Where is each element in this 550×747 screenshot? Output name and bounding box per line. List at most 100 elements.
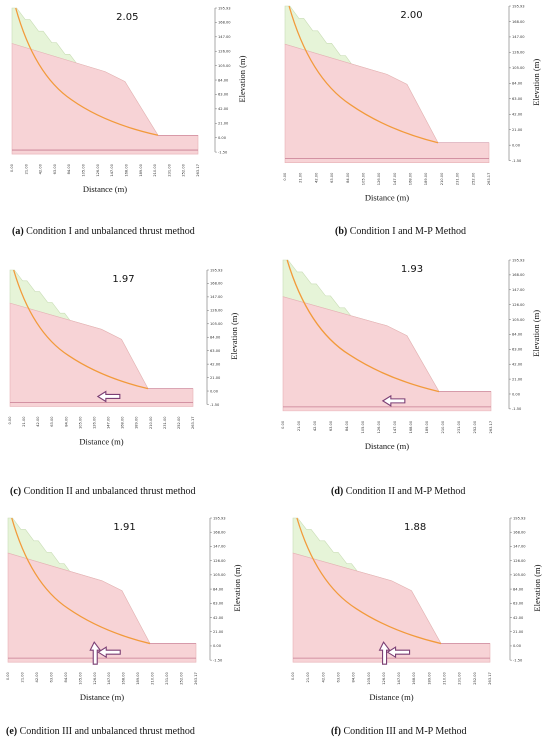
x-axis-title: Distance (m) xyxy=(83,184,127,194)
x-tick-label: 189.00 xyxy=(136,671,140,684)
safety-factor-value: 2.00 xyxy=(400,10,422,21)
x-tick-label: 0.00 xyxy=(6,671,10,680)
x-tick-label: 263.17 xyxy=(487,173,491,186)
x-tick-label: 147.00 xyxy=(110,163,114,176)
x-tick-label: 63.00 xyxy=(330,172,334,183)
x-tick-label: 189.00 xyxy=(139,163,143,176)
x-tick-label: 147.00 xyxy=(107,416,111,429)
safety-factor-value: 1.97 xyxy=(112,274,134,285)
sliding-body xyxy=(11,43,199,155)
x-tick-label: 63.00 xyxy=(49,671,53,682)
panel-b: 2.00 195.93 168.00 147.00 126.00 105.00 84.00 6… xyxy=(275,0,550,247)
x-tick-label: 210.00 xyxy=(149,416,153,429)
y-tick-label: 42.00 xyxy=(218,107,229,111)
y-tick-label: 147.00 xyxy=(513,545,526,549)
critical-slip-surface xyxy=(296,517,442,645)
y-tick-label: 63.00 xyxy=(213,602,224,606)
y-tick-label: 42.00 xyxy=(512,363,523,367)
x-tick-label: 210.00 xyxy=(153,163,157,176)
y-tick-label: 126.00 xyxy=(513,559,526,563)
x-tick-label: 168.00 xyxy=(121,416,125,429)
y-tick-label: 21.00 xyxy=(512,377,523,381)
x-tick-label: 252.00 xyxy=(473,420,477,433)
x-tick-label: 168.00 xyxy=(409,172,413,185)
x-tick-label: 105.00 xyxy=(361,420,365,433)
y-tick-label: -1.50 xyxy=(513,658,523,662)
x-tick-label: 105.00 xyxy=(82,163,86,176)
critical-slip-surface xyxy=(15,7,159,136)
x-axis-title: Distance (m) xyxy=(80,692,124,702)
x-tick-label: 210.00 xyxy=(151,671,155,684)
x-tick-label: 21.00 xyxy=(306,671,310,682)
x-tick-label: 252.00 xyxy=(182,163,186,176)
y-tick-label: 42.00 xyxy=(512,113,523,117)
y-tick-label: 147.00 xyxy=(218,35,231,39)
safety-factor-value: 2.05 xyxy=(116,12,138,23)
sliding-body xyxy=(9,302,194,407)
y-tick-label: 21.00 xyxy=(210,376,221,380)
x-tick-label: 231.00 xyxy=(167,163,171,176)
x-tick-label: 252.00 xyxy=(177,416,181,429)
y-tick-label: 168.00 xyxy=(218,21,231,25)
y-tick-label: 168.00 xyxy=(512,20,525,24)
y-tick-label: -1.50 xyxy=(512,159,522,163)
x-tick-label: 147.00 xyxy=(107,671,111,684)
caption-f: (f) Condition III and M-P Method xyxy=(331,726,467,737)
y-tick-label: 0.00 xyxy=(210,389,219,393)
y-tick-label: 84.00 xyxy=(512,333,523,337)
x-tick-label: 105.00 xyxy=(367,671,371,684)
y-tick-label: 105.00 xyxy=(512,66,525,70)
y-tick-label: 126.00 xyxy=(218,50,231,54)
x-tick-label: 231.00 xyxy=(456,172,460,185)
x-tick-label: 0.00 xyxy=(281,420,285,429)
y-tick-label: 105.00 xyxy=(213,573,226,577)
horizontal-load-arrow xyxy=(97,646,121,659)
y-tick-label: 21.00 xyxy=(513,630,524,634)
x-tick-label: 231.00 xyxy=(458,671,462,684)
y-tick-label: -1.50 xyxy=(210,403,220,407)
x-tick-label: 21.00 xyxy=(299,172,303,183)
x-tick-label: 126.00 xyxy=(382,671,386,684)
x-tick-label: 63.00 xyxy=(50,416,54,427)
y-axis-title: Elevation (m) xyxy=(229,313,239,360)
x-tick-label: 189.00 xyxy=(427,671,431,684)
caption-e: (e) Condition III and unbalanced thrust … xyxy=(6,726,195,737)
y-tick-label: 126.00 xyxy=(210,309,223,313)
y-tick-label: 84.00 xyxy=(513,587,524,591)
y-tick-label: 195.93 xyxy=(218,6,231,10)
y-tick-label: 168.00 xyxy=(210,282,223,286)
x-tick-label: 42.00 xyxy=(39,163,43,174)
x-tick-label: 231.00 xyxy=(163,416,167,429)
x-tick-label: 63.00 xyxy=(336,671,340,682)
x-axis-title: Distance (m) xyxy=(365,193,409,203)
y-tick-label: 63.00 xyxy=(512,97,523,101)
x-tick-label: 168.00 xyxy=(124,163,128,176)
y-tick-label: 195.93 xyxy=(513,516,526,520)
x-tick-label: 84.00 xyxy=(64,671,68,682)
x-tick-label: 105.00 xyxy=(78,416,82,429)
y-axis-title: Elevation (m) xyxy=(237,55,247,102)
y-tick-label: 105.00 xyxy=(210,322,223,326)
panel-f: 1.88 195.93 168.00 147.00 126.00 105.00 84.00 6… xyxy=(275,500,550,747)
x-tick-label: 189.00 xyxy=(425,420,429,433)
panel-a: 2.05 195.93 168.00 147.00 126.00 105.00 84.00 6… xyxy=(0,0,275,247)
caption-b: (b) Condition I and M-P Method xyxy=(335,226,467,237)
horizontal-load-arrow xyxy=(96,390,121,403)
y-tick-label: 84.00 xyxy=(512,82,523,86)
y-tick-label: 84.00 xyxy=(218,78,229,82)
y-axis-title: Elevation (m) xyxy=(532,564,542,611)
safety-factor-value: 1.93 xyxy=(401,264,423,275)
y-tick-label: 195.93 xyxy=(213,516,226,520)
x-tick-label: 21.00 xyxy=(24,163,28,174)
slope-diagram-e: 1.91 195.93 168.00 147.00 126.00 105.00 84.00 6… xyxy=(6,516,242,702)
x-tick-label: 84.00 xyxy=(352,671,356,682)
x-tick-label: 252.00 xyxy=(471,172,475,185)
x-tick-label: 168.00 xyxy=(409,420,413,433)
x-tick-label: 126.00 xyxy=(377,420,381,433)
y-tick-label: 147.00 xyxy=(213,545,226,549)
sliding-body xyxy=(292,552,491,663)
x-tick-label: 252.00 xyxy=(180,671,184,684)
x-tick-label: 42.00 xyxy=(36,416,40,427)
x-tick-label: 0.00 xyxy=(8,416,12,425)
y-tick-label: 195.93 xyxy=(512,4,525,8)
